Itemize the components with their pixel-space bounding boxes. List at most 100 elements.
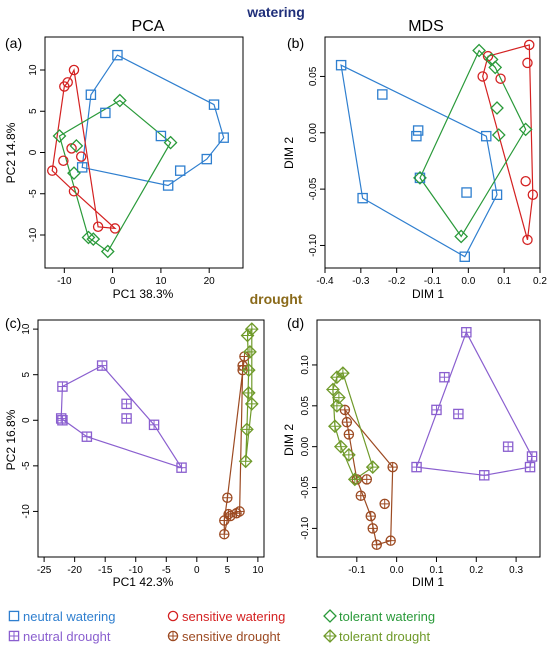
data-point	[57, 415, 68, 426]
data-point	[333, 439, 348, 454]
data-point	[57, 381, 68, 392]
x-axis-label: DIM 1	[412, 575, 444, 589]
x-tick-label: -0.4	[316, 276, 334, 287]
x-tick-label: 0.0	[390, 565, 404, 576]
data-point	[482, 50, 494, 62]
data-point	[480, 130, 492, 142]
data-point	[234, 506, 245, 517]
panel-label: (b)	[287, 35, 304, 51]
data-point	[109, 223, 121, 234]
data-point	[387, 461, 398, 473]
data-point	[477, 71, 488, 82]
watering-header: watering	[246, 4, 305, 20]
y-tick-label: 0.05	[308, 66, 319, 86]
x-tick-label: 0.1	[430, 565, 444, 576]
data-point	[85, 89, 97, 101]
y-tick-label: -0.10	[300, 517, 311, 540]
x-tick-label: 5	[225, 565, 231, 576]
data-point	[241, 363, 256, 378]
y-tick-label: 10	[21, 323, 32, 335]
panel-a-pca-watering: (a) PCA PC1 38.3% PC2 14.8% -10 0 10 20 -10 -…	[4, 18, 244, 301]
x-tick-label: 0.2	[533, 276, 547, 287]
plot-frame	[316, 319, 541, 558]
data-point	[68, 186, 80, 197]
data-point	[490, 101, 504, 115]
data-point	[68, 64, 80, 76]
data-point	[219, 515, 230, 526]
data-point	[330, 398, 344, 413]
data-point	[461, 187, 472, 198]
x-tick-label: 10	[252, 565, 264, 576]
data-point	[59, 81, 70, 92]
data-point	[522, 57, 533, 69]
hull-polygon	[81, 54, 225, 187]
x-tick-label: -15	[98, 565, 113, 576]
hull-polygon	[332, 372, 374, 481]
plot-frame	[37, 319, 265, 558]
y-tick-label: -5	[21, 461, 32, 470]
data-point	[412, 125, 424, 136]
data-point	[176, 462, 187, 473]
data-point	[413, 170, 427, 185]
y-tick-label: 0	[28, 149, 39, 155]
data-point	[377, 89, 388, 100]
data-point	[341, 416, 353, 428]
legend-label: sensitive drought	[182, 629, 281, 644]
y-axis-label: DIM 2	[282, 424, 296, 456]
legend-marker	[8, 630, 20, 642]
hull-polygon	[482, 44, 534, 240]
hull-polygon	[58, 99, 172, 253]
data-point	[414, 172, 426, 184]
data-point	[76, 162, 88, 173]
data-point	[58, 155, 69, 166]
legend-label: tolerant watering	[339, 609, 435, 624]
hull-polygon	[419, 49, 527, 238]
data-point	[67, 166, 81, 181]
data-point	[411, 130, 422, 142]
y-tick-label: -0.05	[300, 476, 311, 499]
y-tick-label: 0.05	[300, 396, 311, 416]
data-point	[46, 165, 58, 176]
x-tick-label: -0.1	[424, 276, 442, 287]
data-point	[524, 461, 536, 473]
y-tick-label: 0.00	[300, 437, 311, 457]
x-tick-label: 0.2	[469, 565, 483, 576]
x-tick-label: 0	[194, 565, 200, 576]
y-tick-label: -5	[28, 189, 39, 198]
data-point	[472, 43, 486, 58]
data-point	[244, 396, 259, 411]
data-point	[524, 39, 535, 51]
data-point	[240, 328, 255, 343]
data-point	[365, 510, 377, 522]
data-point	[174, 165, 186, 176]
x-tick-label: -10	[57, 276, 72, 287]
data-point	[526, 451, 538, 462]
y-tick-label: 0	[21, 417, 32, 423]
legend-label: neutral drought	[23, 629, 111, 644]
panel-b-mds-watering: (b) MDS DIM 1 DIM 2 -0.4 -0.3 -0.2 -0.1 0.0 0…	[282, 18, 547, 301]
panel-d-mds-drought: (d) DIM 1 DIM 2 -0.1 0.0 0.1 0.2 0.3 -0.10 -0.…	[282, 315, 541, 589]
data-point	[155, 130, 167, 142]
x-tick-label: -5	[162, 565, 171, 576]
y-tick-label: 10	[28, 64, 39, 76]
data-point	[100, 244, 115, 259]
x-tick-label: -0.1	[348, 565, 366, 576]
plot-frame	[324, 36, 541, 269]
panel-label: (a)	[5, 35, 22, 51]
data-point	[339, 404, 351, 416]
data-point	[86, 232, 101, 247]
x-tick-label: 0.1	[497, 276, 511, 287]
data-point	[100, 107, 111, 119]
data-point	[411, 461, 422, 473]
x-tick-label: 0.0	[461, 276, 475, 287]
x-tick-label: 0	[110, 276, 116, 287]
y-tick-label: -10	[21, 504, 32, 519]
data-point	[431, 404, 442, 416]
data-point	[367, 523, 378, 534]
data-point	[361, 474, 373, 485]
data-point	[365, 460, 380, 475]
data-point	[75, 151, 87, 162]
data-point	[112, 93, 127, 108]
data-point	[454, 229, 469, 244]
data-point	[162, 180, 174, 191]
